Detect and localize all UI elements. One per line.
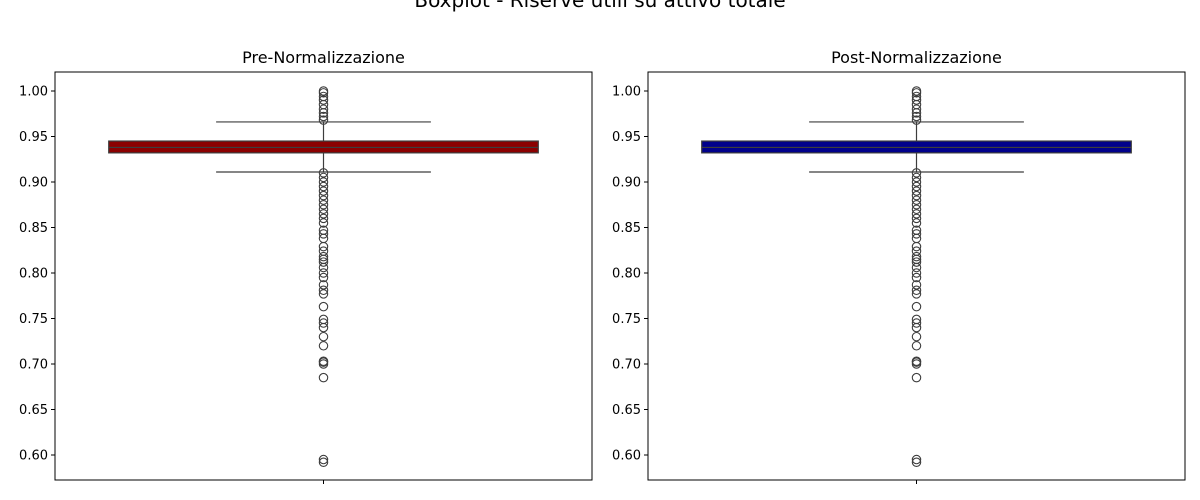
outlier-point [911, 331, 922, 342]
y-tick-label: 0.95 [612, 130, 641, 145]
panel-title: Pre-Normalizzazione [242, 48, 405, 67]
outlier-point [318, 86, 329, 96]
outlier-point [911, 181, 922, 192]
outlier-point [911, 356, 922, 367]
y-tick-label: 0.90 [612, 176, 641, 191]
outlier-point [911, 204, 922, 215]
outlier-point [911, 111, 922, 122]
outlier-point [318, 372, 329, 383]
outlier-point [911, 225, 922, 235]
outlier-point [318, 251, 329, 262]
outlier-point [318, 285, 329, 296]
outlier-point [911, 91, 922, 102]
outlier-point [318, 272, 329, 283]
outlier-point [318, 209, 329, 219]
outlier-point [318, 204, 329, 215]
outlier-point [318, 318, 329, 328]
outlier-point [318, 454, 329, 465]
y-tick-label: 0.80 [19, 267, 48, 282]
outlier-point [318, 246, 329, 256]
outlier-point [318, 341, 329, 351]
y-tick-label: 0.80 [612, 267, 641, 282]
outlier-point [911, 195, 922, 205]
outlier-point [911, 186, 922, 196]
outlier-point [911, 168, 922, 178]
outlier-point [318, 181, 329, 192]
y-tick-label: 0.95 [19, 130, 48, 145]
outlier-point [911, 200, 922, 210]
outlier-point [911, 177, 922, 187]
outlier-point [911, 218, 922, 228]
outlier-point [318, 457, 329, 468]
outlier-point [911, 209, 922, 219]
outlier-point [318, 356, 329, 367]
chart-panel-1: Pre-Normalizzazione 0.60 0.65 0.70 0.75 0.80 0… [19, 48, 593, 484]
outlier-point [318, 268, 329, 278]
outlier-point [318, 91, 329, 102]
outlier-point [911, 285, 922, 296]
y-tick-label: 0.90 [19, 176, 48, 191]
outlier-point [911, 251, 922, 262]
outlier-point [318, 257, 329, 267]
outlier-point [911, 341, 922, 351]
outlier-point [318, 280, 329, 290]
outlier-point [318, 190, 329, 201]
panel-title: Post-Normalizzazione [831, 48, 1002, 67]
y-tick-label: 0.65 [612, 403, 641, 418]
outlier-point [318, 95, 329, 105]
y-tick-label: 0.60 [612, 449, 641, 464]
outlier-point [911, 229, 922, 239]
y-tick-label: 0.70 [612, 358, 641, 373]
outlier-point [318, 200, 329, 210]
outlier-point [911, 457, 922, 468]
outlier-point [911, 318, 922, 328]
outlier-point [911, 115, 922, 125]
outlier-point [911, 454, 922, 465]
outlier-point [911, 95, 922, 105]
outlier-point [911, 314, 922, 325]
y-tick-label: 0.60 [19, 449, 48, 464]
outlier-point [318, 225, 329, 235]
y-tick-label: 0.70 [19, 358, 48, 373]
figure-title: Boxplot - Riserve utili su attivo totale [414, 0, 786, 12]
outlier-point [911, 268, 922, 278]
outlier-point [318, 218, 329, 228]
outlier-point [911, 190, 922, 201]
outlier-point [318, 213, 329, 224]
outlier-point [318, 168, 329, 178]
y-tick-label: 0.75 [19, 312, 48, 327]
outlier-point [911, 172, 922, 183]
outlier-point [911, 289, 922, 299]
y-tick-label: 0.85 [19, 221, 48, 236]
outlier-point [318, 172, 329, 183]
outlier-point [911, 372, 922, 383]
outlier-point [318, 301, 329, 312]
outlier-point [318, 229, 329, 239]
outlier-point [911, 246, 922, 256]
outlier-point [911, 213, 922, 224]
outlier-point [911, 104, 922, 114]
outlier-point [318, 331, 329, 342]
outlier-point [318, 111, 329, 122]
chart-panel-2: Post-Normalizzazione 0.60 0.65 0.70 0.75 0.80… [612, 48, 1186, 484]
y-tick-label: 0.85 [612, 221, 641, 236]
y-tick-label: 1.00 [19, 85, 48, 100]
y-tick-label: 0.65 [19, 403, 48, 418]
outlier-point [318, 115, 329, 125]
outlier-point [911, 272, 922, 283]
y-tick-label: 1.00 [612, 85, 641, 100]
outlier-point [318, 195, 329, 205]
outlier-point [318, 186, 329, 196]
outlier-point [318, 104, 329, 114]
outlier-point [911, 301, 922, 312]
outlier-point [911, 257, 922, 267]
outlier-point [318, 314, 329, 325]
outlier-point [318, 177, 329, 187]
outlier-point [911, 86, 922, 96]
y-tick-label: 0.75 [612, 312, 641, 327]
outlier-point [318, 289, 329, 299]
outlier-point [911, 280, 922, 290]
